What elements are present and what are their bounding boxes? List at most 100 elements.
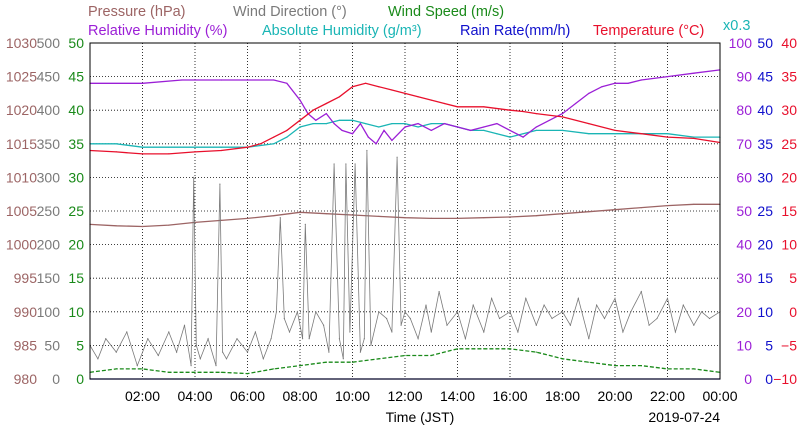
point-wind-speed: [588, 361, 590, 363]
point-temperature: [640, 133, 642, 135]
point-wind-direction: [195, 344, 197, 346]
point-wind-direction: [491, 297, 493, 299]
point-relative-humidity: [391, 139, 393, 141]
tick-wind-speed: 20: [68, 237, 84, 253]
point-wind-direction: [472, 304, 474, 306]
point-wind-direction: [254, 331, 256, 333]
point-wind-direction: [701, 311, 703, 313]
point-temperature: [588, 123, 590, 125]
point-relative-humidity: [286, 136, 288, 138]
point-temperature: [509, 109, 511, 111]
tick-relative-humidity: 30: [736, 270, 752, 286]
point-wind-direction: [288, 331, 291, 333]
point-relative-humidity: [601, 86, 603, 88]
tick-wind-direction: 150: [37, 270, 61, 286]
tick-wind-direction: 250: [37, 203, 61, 219]
point-temperature: [391, 89, 393, 91]
point-relative-humidity: [378, 126, 380, 128]
x-tick-label: 10:00: [335, 388, 370, 404]
point-pressure: [115, 225, 117, 227]
point-pressure: [614, 209, 616, 211]
point-relative-humidity: [312, 123, 314, 125]
x-tick-label: 16:00: [492, 388, 527, 404]
point-relative-humidity: [367, 136, 369, 138]
point-wind-speed: [456, 348, 459, 350]
point-wind-direction: [577, 297, 579, 299]
point-pressure: [561, 213, 564, 215]
point-wind-direction: [588, 338, 590, 340]
tick-temperature: 40: [781, 35, 797, 51]
point-temperature: [561, 116, 564, 118]
point-wind-speed: [273, 368, 275, 370]
point-wind-direction: [236, 338, 238, 340]
series-temperature: [89, 82, 721, 155]
point-wind-direction: [446, 324, 448, 326]
tick-relative-humidity: 0: [744, 371, 752, 387]
point-wind-direction: [354, 163, 356, 165]
point-temperature: [430, 99, 432, 101]
point-wind-speed: [246, 373, 249, 375]
point-wind-direction: [404, 311, 406, 313]
tick-wind-speed: 0: [76, 371, 84, 387]
point-relative-humidity: [535, 126, 537, 128]
point-relative-humidity: [383, 129, 385, 131]
point-wind-direction: [378, 311, 380, 313]
point-relative-humidity: [496, 123, 498, 125]
tick-wind-direction: 450: [37, 69, 61, 85]
point-relative-humidity: [588, 133, 590, 135]
point-wind-direction: [400, 324, 402, 326]
plot-frame: [89, 42, 721, 380]
point-relative-humidity: [640, 79, 642, 81]
point-wind-direction: [498, 317, 501, 320]
point-temperature: [522, 110, 524, 113]
series-wind-direction: [89, 150, 721, 367]
point-relative-humidity: [220, 146, 222, 148]
tick-wind-speed: 10: [68, 304, 84, 320]
point-relative-humidity: [522, 136, 524, 138]
tick-wind-direction: 0: [52, 371, 60, 387]
point-wind-direction: [304, 223, 306, 225]
y-tick-labels: 9809859909951000100510101015102010251030…: [6, 35, 797, 387]
point-wind-direction: [409, 317, 411, 320]
date-label: 2019-07-24: [648, 409, 720, 425]
point-relative-humidity: [417, 123, 419, 125]
point-wind-direction: [363, 338, 365, 340]
point-relative-humidity: [359, 123, 361, 125]
x-tick-label: 20:00: [597, 388, 632, 404]
point-wind-direction: [115, 351, 117, 353]
point-wind-direction: [596, 304, 598, 306]
point-temperature: [286, 129, 288, 131]
tick-pressure: 980: [14, 371, 38, 387]
point-relative-humidity: [535, 129, 537, 131]
point-temperature: [338, 96, 340, 98]
point-pressure: [588, 211, 590, 213]
point-pressure: [168, 224, 170, 226]
tick-wind-direction: 100: [37, 304, 61, 320]
point-temperature: [141, 153, 144, 155]
x-tick-label: 14:00: [440, 388, 475, 404]
point-wind-speed: [430, 354, 432, 357]
point-relative-humidity: [417, 126, 419, 128]
point-wind-direction: [97, 358, 99, 360]
point-temperature: [535, 113, 537, 115]
tick-pressure: 1005: [6, 203, 37, 219]
tick-wind-direction: 400: [37, 102, 61, 118]
point-temperature: [404, 92, 406, 94]
point-pressure: [273, 215, 275, 217]
legend-absolute-humidity: Absolute Humidity (g/m³): [262, 23, 422, 39]
point-wind-direction: [136, 365, 138, 367]
point-wind-direction: [535, 324, 537, 326]
point-pressure: [325, 213, 327, 215]
point-relative-humidity: [614, 82, 616, 84]
point-temperature: [365, 82, 367, 84]
tick-rain-rate: 30: [757, 169, 773, 185]
point-wind-direction: [656, 317, 658, 320]
point-relative-humidity: [333, 123, 335, 125]
point-relative-humidity: [273, 143, 275, 145]
point-wind-direction: [630, 311, 632, 313]
point-relative-humidity: [194, 146, 196, 148]
point-wind-direction: [199, 358, 201, 360]
point-pressure: [351, 214, 354, 216]
point-wind-direction: [126, 331, 128, 333]
point-temperature: [220, 149, 222, 152]
